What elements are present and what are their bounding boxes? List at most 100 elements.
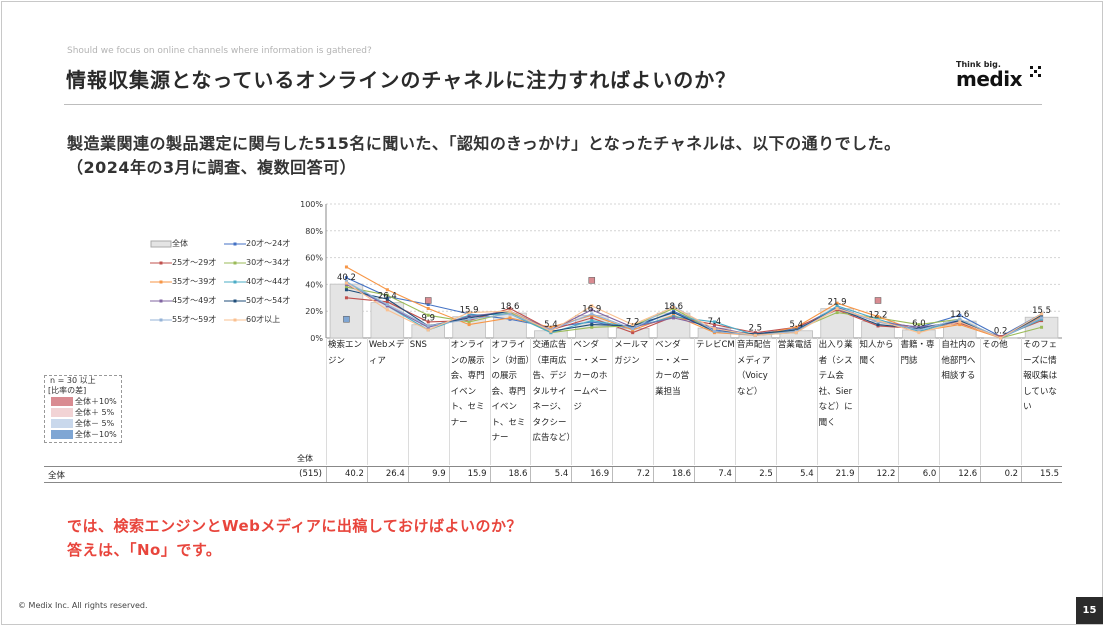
column-separator	[816, 338, 818, 465]
series-point	[590, 316, 594, 320]
legend-item: 55才～59才	[150, 314, 216, 325]
total-cell-separator	[939, 467, 941, 482]
legend-swatch	[224, 280, 246, 283]
category-label: 音声配信メディア（Voicyなど）	[736, 340, 771, 397]
diff-legend-label: 全体＋10%	[75, 397, 117, 406]
series-point	[385, 288, 389, 292]
series-point	[344, 296, 348, 300]
total-cell: 15.5	[1040, 469, 1059, 479]
data-label: 40.2	[337, 273, 356, 283]
highlight-point	[874, 297, 882, 304]
data-label: 5.4	[789, 320, 803, 330]
category-label: 営業電話	[777, 340, 812, 350]
total-cell-separator	[898, 467, 900, 482]
copyright: © Medix Inc. All rights reserved.	[18, 601, 148, 610]
series-point	[672, 311, 676, 315]
diff-legend-plus5: 全体＋ 5%	[51, 407, 123, 417]
total-row-label: 全体	[48, 471, 66, 481]
category-label: ベンダー・メーカーの営業担当	[655, 340, 690, 397]
category-label: オフライン（対面）の展示会、専門イベント、セミナー	[491, 340, 530, 443]
series-point	[631, 327, 635, 331]
total-cell-separator	[980, 467, 982, 482]
series-point	[549, 329, 553, 333]
column-separator	[1021, 338, 1023, 465]
series-point	[672, 316, 676, 320]
legend-label: 20才～24才	[246, 239, 291, 248]
legend-swatch	[224, 242, 246, 245]
diff-swatch	[51, 430, 73, 439]
total-cell-separator	[816, 467, 818, 482]
intro-line-2: （2024年の3月に調査、複数回答可）	[67, 158, 357, 177]
column-separator	[775, 338, 777, 465]
difference-legend: n = 30 以上 [比率の差] 全体＋10% 全体＋ 5% 全体－ 5% 全体…	[44, 375, 122, 443]
series-point	[344, 281, 348, 285]
series-point	[467, 320, 471, 324]
series-point	[835, 304, 839, 308]
series-point	[467, 311, 471, 315]
column-separator	[734, 338, 736, 465]
total-cell: 6.0	[922, 469, 937, 479]
total-cell-separator	[530, 467, 532, 482]
series-point	[917, 323, 921, 327]
column-separator	[694, 338, 695, 465]
legend-item: 35才～39才	[150, 276, 216, 287]
series-line	[346, 266, 1042, 339]
series-point	[590, 319, 594, 323]
legend-label: 45才～49才	[172, 296, 217, 305]
data-label: 16.9	[582, 304, 601, 314]
intro-line-1: 製造業関連の製品選定に関与した515名に聞いた、「認知のきっかけ」となったチャネ…	[67, 134, 901, 153]
series-line	[346, 281, 1042, 339]
series-point	[958, 313, 962, 317]
category-label: Webメディア	[368, 340, 405, 366]
series-point	[917, 328, 921, 332]
data-label: 15.9	[460, 306, 479, 316]
series-point	[794, 331, 798, 335]
column-separator	[612, 338, 614, 465]
column-separator	[898, 338, 900, 465]
series-point	[385, 297, 389, 301]
diff-legend-minus10: 全体－10%	[51, 429, 123, 439]
total-cell: 12.6	[958, 469, 978, 479]
category-label: 知人から聞く	[859, 340, 894, 366]
series-point	[590, 308, 594, 312]
series-point	[426, 303, 430, 306]
series-point	[467, 317, 471, 321]
series-point	[467, 323, 471, 327]
legend-label: 55才～59才	[172, 315, 217, 324]
column-separator	[857, 338, 859, 465]
diff-legend-label: 全体－10%	[75, 430, 117, 439]
series-point	[344, 276, 348, 280]
y-tick-label: 80%	[305, 227, 323, 236]
series-line	[346, 283, 1042, 339]
data-label: 15.5	[1032, 306, 1051, 316]
legend-item: 40才～44才	[224, 276, 290, 287]
series-point	[1040, 316, 1044, 320]
legend-swatch	[150, 280, 172, 283]
question-text: では、検索エンジンとWebメディアに出稿しておけばよいのか？ 答えは、「No」で…	[67, 514, 522, 562]
column-separator	[448, 338, 450, 465]
page-title: 情報収集源となっているオンラインのチャネルに注力すればよいのか？	[66, 68, 737, 92]
legend-item: 50才～54才	[224, 295, 290, 306]
total-cell: 5.4	[800, 469, 814, 479]
series-point	[590, 323, 594, 327]
series-point	[426, 313, 430, 317]
total-cell: 18.6	[508, 469, 528, 479]
series-point	[917, 331, 921, 335]
series-line	[346, 281, 1042, 339]
total-cell: 5.4	[554, 469, 569, 479]
total-cell-separator	[407, 467, 409, 482]
column-separator	[326, 338, 327, 465]
series-point	[385, 300, 389, 304]
series-point	[835, 301, 839, 305]
series-point	[385, 308, 389, 312]
legend-label: 60才以上	[246, 315, 281, 324]
legend-item: 60才以上	[224, 314, 280, 325]
total-cell-separator	[734, 467, 736, 482]
column-separator	[939, 338, 941, 465]
y-tick-label: 40%	[305, 280, 323, 289]
data-label: 26.4	[378, 292, 397, 302]
legend-label: 25才～29才	[172, 258, 217, 267]
legend-swatch	[224, 299, 246, 302]
data-label: 5.4	[544, 320, 558, 330]
data-label: 6.0	[912, 319, 926, 329]
